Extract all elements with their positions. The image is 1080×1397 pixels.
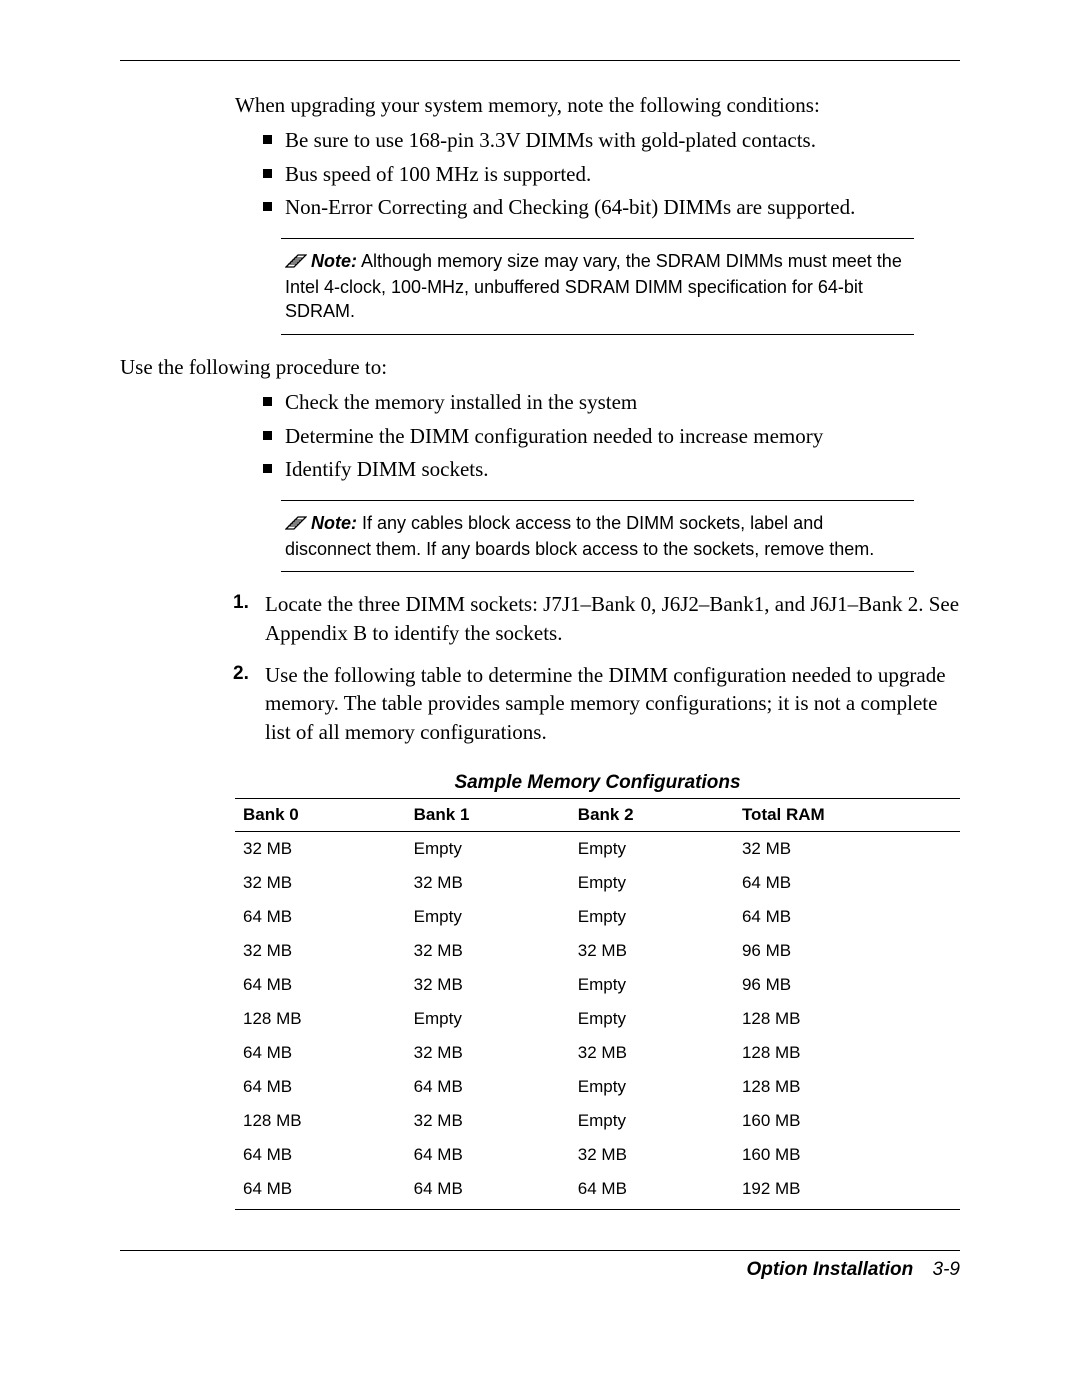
table-cell: 32 MB <box>734 831 960 866</box>
table-cell: Empty <box>406 1002 570 1036</box>
table-cell: 32 MB <box>235 831 406 866</box>
table-cell: 64 MB <box>235 900 406 934</box>
table-cell: Empty <box>570 1070 734 1104</box>
table-cell: Empty <box>570 900 734 934</box>
table-cell: 32 MB <box>406 968 570 1002</box>
table-cell: 64 MB <box>734 866 960 900</box>
step-number: 2. <box>233 661 249 687</box>
table-cell: 64 MB <box>235 1138 406 1172</box>
note-label: Note: <box>311 251 357 271</box>
table-cell: 128 MB <box>235 1002 406 1036</box>
list-item: Bus speed of 100 MHz is supported. <box>263 159 960 191</box>
step-item: 1. Locate the three DIMM sockets: J7J1–B… <box>120 590 960 647</box>
table-cell: 160 MB <box>734 1138 960 1172</box>
list-item: Non-Error Correcting and Checking (64-bi… <box>263 192 960 224</box>
list-item: Identify DIMM sockets. <box>263 454 960 486</box>
table-cell: 64 MB <box>570 1172 734 1210</box>
note-box: Note: Although memory size may vary, the… <box>281 238 914 335</box>
table-cell: Empty <box>570 1104 734 1138</box>
intro-paragraph: When upgrading your system memory, note … <box>235 91 960 119</box>
table-header-row: Bank 0 Bank 1 Bank 2 Total RAM <box>235 798 960 831</box>
procedure-list: Check the memory installed in the system… <box>235 387 960 486</box>
table-cell: 192 MB <box>734 1172 960 1210</box>
col-header: Bank 1 <box>406 798 570 831</box>
table-cell: 64 MB <box>235 1036 406 1070</box>
table-row: 64 MB64 MBEmpty128 MB <box>235 1070 960 1104</box>
top-rule <box>120 60 960 61</box>
table-cell: Empty <box>570 866 734 900</box>
step-text: Use the following table to determine the… <box>265 663 946 744</box>
table-row: 64 MB64 MB32 MB160 MB <box>235 1138 960 1172</box>
table-cell: 64 MB <box>734 900 960 934</box>
table-cell: 64 MB <box>235 968 406 1002</box>
table-body: 32 MBEmptyEmpty32 MB 32 MB32 MBEmpty64 M… <box>235 831 960 1209</box>
note-label: Note: <box>311 513 357 533</box>
table-row: 64 MB64 MB64 MB192 MB <box>235 1172 960 1210</box>
step-item: 2. Use the following table to determine … <box>120 661 960 746</box>
table-cell: Empty <box>406 831 570 866</box>
col-header: Bank 2 <box>570 798 734 831</box>
table-row: 64 MB32 MBEmpty96 MB <box>235 968 960 1002</box>
footer-title: Option Installation <box>746 1259 913 1280</box>
table-cell: 32 MB <box>570 934 734 968</box>
table-cell: 64 MB <box>406 1138 570 1172</box>
table-row: 32 MBEmptyEmpty32 MB <box>235 831 960 866</box>
col-header: Bank 0 <box>235 798 406 831</box>
table-cell: 96 MB <box>734 934 960 968</box>
table-cell: Empty <box>570 831 734 866</box>
table-cell: 128 MB <box>734 1002 960 1036</box>
conditions-list: Be sure to use 168-pin 3.3V DIMMs with g… <box>235 125 960 224</box>
note-box: Note: If any cables block access to the … <box>281 500 914 573</box>
table-cell: 64 MB <box>406 1070 570 1104</box>
content-area: When upgrading your system memory, note … <box>235 91 960 1210</box>
table-cell: 32 MB <box>406 866 570 900</box>
table-row: 64 MBEmptyEmpty64 MB <box>235 900 960 934</box>
table-cell: 32 MB <box>570 1036 734 1070</box>
note-icon <box>285 513 307 537</box>
table-cell: 128 MB <box>734 1070 960 1104</box>
footer-rule <box>120 1250 960 1251</box>
table-cell: Empty <box>406 900 570 934</box>
table-cell: Empty <box>570 1002 734 1036</box>
table-cell: 32 MB <box>406 1104 570 1138</box>
table-cell: 32 MB <box>235 934 406 968</box>
table-cell: 64 MB <box>235 1172 406 1210</box>
col-header: Total RAM <box>734 798 960 831</box>
table-cell: 128 MB <box>235 1104 406 1138</box>
memory-config-table: Bank 0 Bank 1 Bank 2 Total RAM 32 MBEmpt… <box>235 798 960 1210</box>
list-item: Check the memory installed in the system <box>263 387 960 419</box>
table-cell: 160 MB <box>734 1104 960 1138</box>
table-title: Sample Memory Configurations <box>235 772 960 794</box>
table-cell: 32 MB <box>570 1138 734 1172</box>
steps-list: 1. Locate the three DIMM sockets: J7J1–B… <box>120 590 960 746</box>
table-cell: 128 MB <box>734 1036 960 1070</box>
table-cell: 64 MB <box>406 1172 570 1210</box>
table-cell: 96 MB <box>734 968 960 1002</box>
page-footer: Option Installation 3-9 <box>120 1259 960 1281</box>
table-cell: 64 MB <box>235 1070 406 1104</box>
note-icon <box>285 251 307 275</box>
page: When upgrading your system memory, note … <box>0 0 1080 1281</box>
table-cell: 32 MB <box>406 1036 570 1070</box>
footer-page-number: 3-9 <box>933 1259 960 1280</box>
table-cell: 32 MB <box>406 934 570 968</box>
procedure-intro: Use the following procedure to: <box>120 353 960 381</box>
step-text: Locate the three DIMM sockets: J7J1–Bank… <box>265 592 959 644</box>
table-cell: Empty <box>570 968 734 1002</box>
note-text: Although memory size may vary, the SDRAM… <box>285 251 902 322</box>
table-row: 128 MB32 MBEmpty160 MB <box>235 1104 960 1138</box>
table-row: 32 MB32 MB32 MB96 MB <box>235 934 960 968</box>
note-text: If any cables block access to the DIMM s… <box>285 513 874 559</box>
table-row: 128 MBEmptyEmpty128 MB <box>235 1002 960 1036</box>
table-row: 32 MB32 MBEmpty64 MB <box>235 866 960 900</box>
list-item: Be sure to use 168-pin 3.3V DIMMs with g… <box>263 125 960 157</box>
list-item: Determine the DIMM configuration needed … <box>263 421 960 453</box>
table-row: 64 MB32 MB32 MB128 MB <box>235 1036 960 1070</box>
table-cell: 32 MB <box>235 866 406 900</box>
step-number: 1. <box>233 590 249 616</box>
